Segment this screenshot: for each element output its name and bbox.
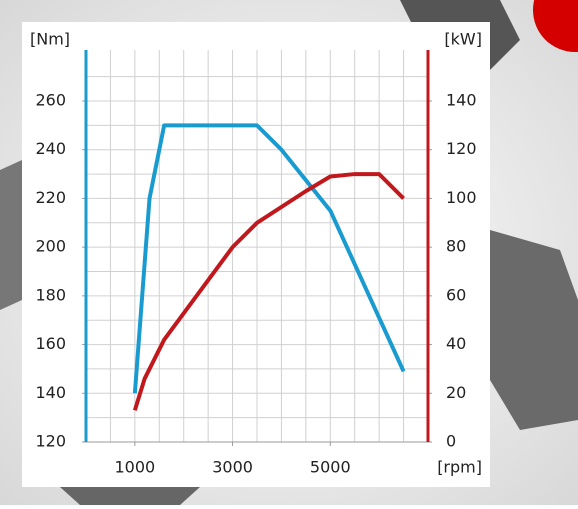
y-tick-label: 180 <box>35 285 66 304</box>
y2-tick-label: 80 <box>446 237 466 256</box>
engine-part <box>490 230 578 430</box>
y-tick-label: 220 <box>35 188 66 207</box>
series-line <box>132 123 406 394</box>
y-tick-label: 120 <box>35 432 66 451</box>
y-tick-label: 160 <box>35 334 66 353</box>
series-line <box>132 172 405 411</box>
x-axis-label: [rpm] <box>437 458 482 477</box>
y2-tick-label: 140 <box>446 91 477 110</box>
y2-tick-label: 120 <box>446 139 477 158</box>
y-tick-label: 260 <box>35 91 66 110</box>
y-axis-label: [Nm] <box>30 30 70 49</box>
chart-panel <box>22 22 490 487</box>
y-tick-label: 200 <box>35 237 66 256</box>
x-tick-label: 1000 <box>114 458 155 477</box>
y2-tick-label: 0 <box>446 432 456 451</box>
y-tick-label: 140 <box>35 383 66 402</box>
y2-tick-label: 20 <box>446 383 466 402</box>
y2-tick-label: 60 <box>446 285 466 304</box>
y-tick-label: 240 <box>35 139 66 158</box>
engine-part <box>60 487 200 505</box>
engine-part <box>0 160 22 310</box>
y2-tick-label: 100 <box>446 188 477 207</box>
y2-tick-label: 40 <box>446 334 466 353</box>
x-tick-label: 5000 <box>310 458 351 477</box>
decor-circle <box>533 0 578 52</box>
y2-axis-label: [kW] <box>444 30 482 49</box>
x-tick-label: 3000 <box>212 458 253 477</box>
